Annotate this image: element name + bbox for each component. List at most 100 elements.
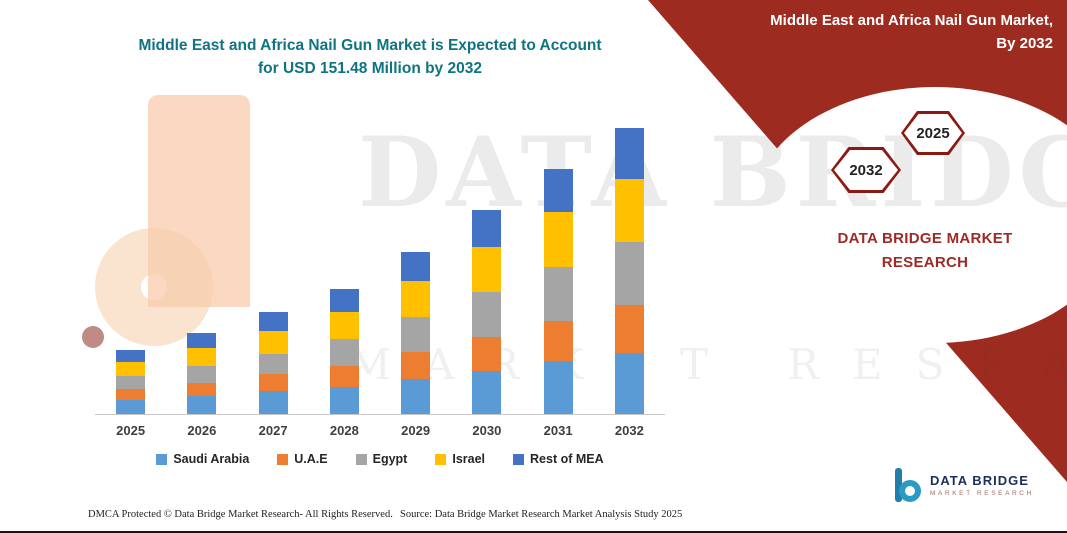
legend-label-rest-of-mea: Rest of MEA xyxy=(530,452,604,466)
brand-name: DATA BRIDGE MARKET RESEARCH xyxy=(820,227,1030,275)
segment-rest-of-mea-2029 xyxy=(401,251,431,281)
x-axis-labels: 2025 2026 2027 2028 2029 2030 2031 2032 xyxy=(95,423,665,438)
segment-israel-2031 xyxy=(543,212,573,267)
bar-stack-2032 xyxy=(614,112,644,414)
x-axis-label-2025: 2025 xyxy=(116,423,146,438)
segment-israel-2027 xyxy=(258,330,288,354)
segment-israel-2032 xyxy=(614,179,644,243)
brand-watermark-dot xyxy=(82,326,104,348)
legend-label-egypt: Egypt xyxy=(372,452,408,466)
badge-year-2032: 2032 xyxy=(849,161,883,179)
x-axis-label-2029: 2029 xyxy=(401,423,431,438)
bar-column-2032 xyxy=(594,112,665,414)
segment-u-a-e-2025 xyxy=(116,389,146,400)
x-axis-label-2027: 2027 xyxy=(258,423,288,438)
legend-item-saudi-arabia: Saudi Arabia xyxy=(156,452,249,466)
segment-u-a-e-2030 xyxy=(472,336,502,371)
footer-logo-text: DATA BRIDGE MARKET RESEARCH xyxy=(930,473,1034,498)
bar-stack-2030 xyxy=(472,112,502,414)
segment-saudi-arabia-2031 xyxy=(543,361,573,414)
x-axis-label-2032: 2032 xyxy=(614,423,644,438)
badge-hexagon-2025-fill xyxy=(904,114,962,152)
segment-rest-of-mea-2030 xyxy=(472,210,502,247)
segment-saudi-arabia-2027 xyxy=(258,391,288,414)
ribbon-banner-line1: Middle East and Africa Nail Gun Market, xyxy=(770,12,1053,29)
legend-item-egypt: Egypt xyxy=(355,452,408,466)
segment-saudi-arabia-2028 xyxy=(329,386,359,414)
segment-rest-of-mea-2032 xyxy=(614,128,644,180)
segment-israel-2026 xyxy=(187,347,217,366)
legend-swatch-israel xyxy=(435,453,447,465)
x-axis-label-2026: 2026 xyxy=(187,423,217,438)
segment-rest-of-mea-2027 xyxy=(258,312,288,331)
segment-rest-of-mea-2031 xyxy=(543,168,573,213)
segment-u-a-e-2029 xyxy=(401,351,431,380)
bar-stack-2028 xyxy=(329,112,359,414)
segment-egypt-2029 xyxy=(401,316,431,352)
bar-column-2028 xyxy=(309,112,380,414)
segment-egypt-2027 xyxy=(258,353,288,375)
chart-title: Middle East and Africa Nail Gun Market i… xyxy=(60,34,680,81)
bar-stack-2029 xyxy=(401,112,431,414)
segment-egypt-2032 xyxy=(614,242,644,305)
bar-column-2031 xyxy=(523,112,594,414)
segment-saudi-arabia-2029 xyxy=(401,379,431,414)
segment-israel-2029 xyxy=(401,280,431,317)
segment-egypt-2028 xyxy=(329,339,359,366)
segment-saudi-arabia-2032 xyxy=(614,352,644,414)
data-bridge-b-icon xyxy=(895,468,921,502)
segment-u-a-e-2027 xyxy=(258,374,288,392)
bottom-border-line xyxy=(0,531,1067,533)
segment-u-a-e-2032 xyxy=(614,304,644,353)
segment-saudi-arabia-2026 xyxy=(187,396,217,414)
footer-logo-name: DATA BRIDGE xyxy=(930,472,1029,488)
segment-saudi-arabia-2030 xyxy=(472,370,502,414)
bar-stack-2027 xyxy=(258,112,288,414)
dmca-notice: DMCA Protected © Data Bridge Market Rese… xyxy=(88,509,393,520)
data-bridge-footer-logo: DATA BRIDGE MARKET RESEARCH xyxy=(893,467,1034,503)
legend-item-rest-of-mea: Rest of MEA xyxy=(513,452,604,466)
chart-legend: Saudi Arabia U.A.E Egypt Israel Rest of MEA xyxy=(75,452,685,466)
legend-swatch-u-a-e xyxy=(277,453,289,465)
bar-column-2030 xyxy=(451,112,522,414)
bar-column-2025 xyxy=(95,112,166,414)
legend-swatch-saudi-arabia xyxy=(156,453,168,465)
x-axis-label-2031: 2031 xyxy=(543,423,573,438)
segment-egypt-2026 xyxy=(187,365,217,383)
bar-column-2029 xyxy=(380,112,451,414)
segment-u-a-e-2026 xyxy=(187,382,217,397)
bar-column-2026 xyxy=(166,112,237,414)
bar-stack-2025 xyxy=(116,112,146,414)
source-note: Source: Data Bridge Market Research Mark… xyxy=(400,509,683,520)
badge-hexagon-2025: 2025 xyxy=(901,111,965,155)
legend-label-u-a-e: U.A.E xyxy=(294,452,328,466)
segment-israel-2030 xyxy=(472,246,502,293)
ribbon-banner-title: Middle East and Africa Nail Gun Market, … xyxy=(703,9,1053,56)
segment-egypt-2031 xyxy=(543,266,573,321)
x-axis-label-2030: 2030 xyxy=(472,423,502,438)
segment-israel-2025 xyxy=(116,362,146,377)
bar-stack-2031 xyxy=(543,112,573,414)
segment-egypt-2030 xyxy=(472,292,502,337)
segment-rest-of-mea-2028 xyxy=(329,289,359,313)
plot-area xyxy=(95,112,665,415)
brand-name-line1: DATA BRIDGE MARKET xyxy=(837,230,1013,247)
badge-hexagon-2032-fill xyxy=(834,150,898,190)
segment-egypt-2025 xyxy=(116,376,146,390)
chart-title-line1: Middle East and Africa Nail Gun Market i… xyxy=(138,37,602,54)
legend-label-saudi-arabia: Saudi Arabia xyxy=(173,452,250,466)
x-axis-label-2028: 2028 xyxy=(329,423,359,438)
bar-column-2027 xyxy=(238,112,309,414)
legend-item-u-a-e: U.A.E xyxy=(277,452,328,466)
footer-logo-subtitle: MARKET RESEARCH xyxy=(930,490,1034,498)
segment-u-a-e-2031 xyxy=(543,320,573,362)
legend-item-israel: Israel xyxy=(435,452,485,466)
ribbon-banner-line2: By 2032 xyxy=(996,35,1053,53)
segment-saudi-arabia-2025 xyxy=(116,399,146,414)
legend-swatch-egypt xyxy=(355,453,367,465)
segment-u-a-e-2028 xyxy=(329,365,359,387)
badge-year-2025: 2025 xyxy=(916,124,950,142)
badge-hexagon-2032: 2032 xyxy=(831,147,901,193)
